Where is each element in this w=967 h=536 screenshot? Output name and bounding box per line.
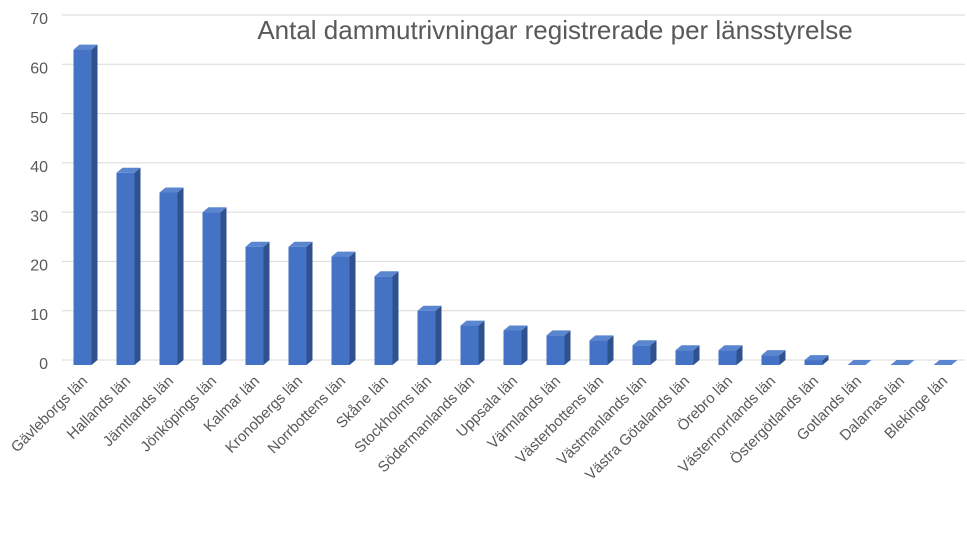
bar-top <box>417 305 442 311</box>
bar <box>73 49 92 365</box>
bar <box>503 330 522 365</box>
bar-top <box>804 355 829 361</box>
y-tick-label: 40 <box>30 159 48 176</box>
y-tick-label: 30 <box>30 208 48 225</box>
bar-side <box>822 355 829 365</box>
bar-side <box>650 340 657 365</box>
x-tick-label: Stockholms län <box>351 373 435 457</box>
bar <box>761 355 780 365</box>
bar-top <box>159 187 184 193</box>
bar <box>159 192 178 365</box>
bar <box>202 212 221 365</box>
bar-top <box>331 251 356 257</box>
y-tick-label: 50 <box>30 110 48 127</box>
bar-top <box>116 167 141 173</box>
bar <box>804 360 823 365</box>
bar <box>374 276 393 365</box>
y-tick-label: 60 <box>30 61 48 78</box>
bar <box>245 246 264 365</box>
bar-side <box>134 167 141 365</box>
bar-top <box>288 241 313 247</box>
bar-top <box>761 350 786 356</box>
bar <box>675 350 694 365</box>
bar-top <box>933 360 958 365</box>
bar-top <box>374 271 399 277</box>
bar-side <box>435 305 442 365</box>
bar-side <box>521 325 528 365</box>
x-tick-label: Gävleborgs län <box>8 373 91 456</box>
bar-top <box>546 330 571 336</box>
bar-top <box>847 360 872 365</box>
bar <box>718 350 737 365</box>
y-tick-label: 10 <box>30 307 48 324</box>
bar-side <box>263 241 270 365</box>
bar-side <box>478 320 485 365</box>
y-tick-label: 0 <box>39 356 48 373</box>
bar-side <box>177 187 184 365</box>
bar <box>632 345 651 365</box>
bar-side <box>306 241 313 365</box>
bar-top <box>202 207 227 213</box>
bar-top <box>245 241 270 247</box>
chart-title: Antal dammutrivningar registrerade per l… <box>257 15 852 45</box>
bar <box>546 335 565 365</box>
bar-side <box>693 345 700 365</box>
bar-top <box>718 345 743 351</box>
bar-side <box>392 271 399 365</box>
y-tick-label: 20 <box>30 258 48 275</box>
bar-side <box>779 350 786 365</box>
bar-top <box>632 340 657 346</box>
bar <box>417 310 436 365</box>
x-tick-label: Jönköpings län <box>137 373 220 456</box>
bar-side <box>564 330 571 365</box>
bar-side <box>607 335 614 365</box>
bar-top <box>890 360 915 365</box>
bar <box>331 256 350 365</box>
bar-top <box>73 44 98 50</box>
bar-side <box>220 207 227 365</box>
bar-top <box>503 325 528 331</box>
bar-side <box>91 44 98 365</box>
bar-top <box>589 335 614 341</box>
bar <box>116 172 135 365</box>
bar-side <box>349 251 356 365</box>
bar <box>460 325 479 365</box>
bar <box>288 246 307 365</box>
bar <box>589 340 608 365</box>
x-tick-label: Kronobergs län <box>222 373 306 457</box>
bar-side <box>736 345 743 365</box>
bar-top <box>675 345 700 351</box>
y-tick-label: 70 <box>30 11 48 28</box>
bar-top <box>460 320 485 326</box>
